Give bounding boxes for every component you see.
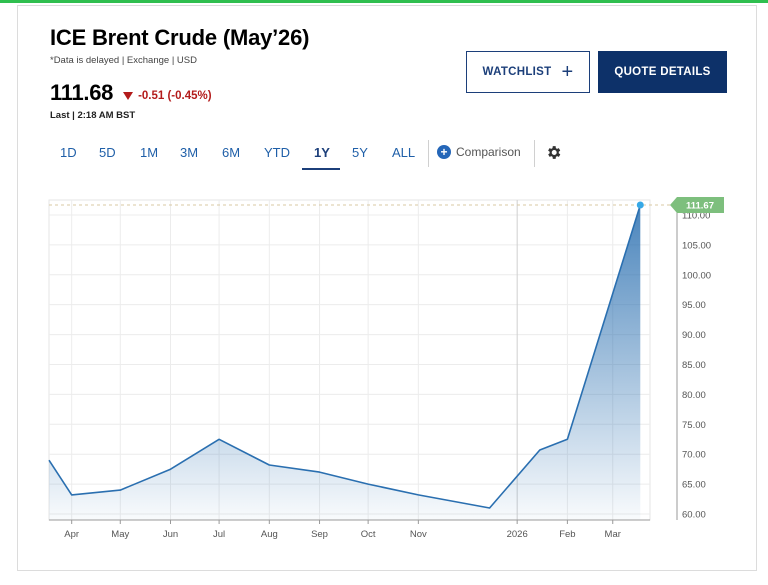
gear-icon[interactable] [545,144,562,166]
quote-details-label: QUOTE DETAILS [614,66,711,78]
y-tick-label: 80.00 [682,390,706,401]
x-tick-label: Apr [64,529,79,540]
tab-1y[interactable]: 1Y [314,145,330,160]
y-tick-label: 65.00 [682,480,706,491]
x-tick-label: Sep [311,529,328,540]
tab-all[interactable]: ALL [392,145,416,160]
tab-1d[interactable]: 1D [60,145,77,160]
y-tick-label: 105.00 [682,240,711,251]
current-price-tag [670,196,724,213]
tab-3m[interactable]: 3M [180,145,199,160]
tab-5y[interactable]: 5Y [352,145,368,160]
y-tick-label: 85.00 [682,360,706,371]
plus-circle-icon: + [437,145,451,159]
down-triangle-icon [123,92,134,100]
tab-6m[interactable]: 6M [222,145,241,160]
watchlist-button[interactable]: WATCHLIST + [466,51,590,93]
y-tick-label: 75.00 [682,420,706,431]
y-tick-label: 90.00 [682,330,706,341]
tab-1m[interactable]: 1M [140,145,159,160]
watchlist-label: WATCHLIST [482,66,552,78]
x-tick-label: Oct [361,529,376,540]
page-title: ICE Brent Crude (May’26) [50,25,310,50]
x-tick-label: Jun [163,529,178,540]
toolbar-divider [428,140,429,167]
price-line [48,204,642,509]
tab-ytd[interactable]: YTD [264,145,290,160]
x-tick-label: Mar [605,529,621,540]
current-price-point [636,201,644,209]
price-change-value: -0.51 (-0.45%) [138,90,212,102]
price-area [49,205,641,520]
comparison-button[interactable]: + Comparison [437,145,521,159]
y-tick-label: 60.00 [682,510,706,521]
active-tab-indicator [302,168,340,170]
last-price: 111.68 [50,80,114,105]
current-price-label: 111.67 [686,200,714,211]
y-tick-label: 95.00 [682,300,706,311]
tab-5d[interactable]: 5D [99,145,116,160]
last-updated: Last | 2:18 AM BST [50,110,136,121]
y-tick-label: 70.00 [682,450,706,461]
x-tick-label: Aug [261,529,278,540]
price-row: 111.68 -0.51 (-0.45%) [50,80,212,106]
x-tick-label: Nov [410,529,427,540]
x-tick-label: May [111,529,129,540]
y-tick-label: 110.00 [682,210,710,221]
comparison-label: Comparison [456,145,521,159]
data-delay-note: *Data is delayed | Exchange | USD [50,55,197,66]
x-tick-label: Feb [559,529,575,540]
y-tick-label: 100.00 [682,270,711,281]
quote-details-button[interactable]: QUOTE DETAILS [598,51,727,93]
price-change: -0.51 (-0.45%) [123,90,212,102]
plus-icon: + [561,61,574,83]
x-tick-label: Jul [213,529,225,540]
x-tick-label: 2026 [507,529,528,540]
toolbar-divider [534,140,535,167]
top-accent-bar [0,0,768,3]
